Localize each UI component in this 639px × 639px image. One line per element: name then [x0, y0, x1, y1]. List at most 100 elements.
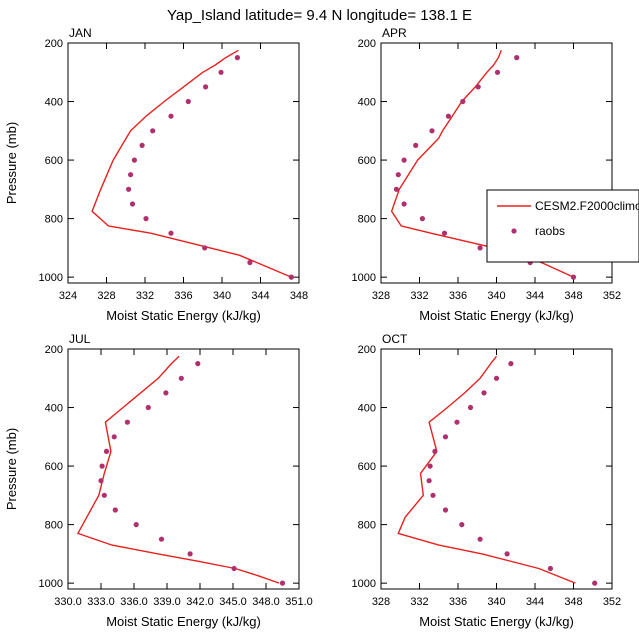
- oct-obs-point: [430, 492, 436, 498]
- jan-ytick-label: 400: [45, 97, 63, 109]
- jan-yaxis-title: Pressure (mb): [4, 122, 19, 204]
- oct-ytick-label: 800: [358, 520, 376, 532]
- oct-xtick-label: 328: [372, 596, 390, 608]
- oct-xtick-label: 344: [526, 596, 544, 608]
- jan-panel-label: JAN: [69, 26, 92, 40]
- legend-obs-swatch: [511, 228, 517, 234]
- oct-xtick-label: 340: [487, 596, 505, 608]
- apr-obs-point: [413, 142, 419, 148]
- jan-ytick-label: 800: [45, 214, 63, 226]
- apr-obs-point: [570, 274, 577, 280]
- jul-obs-point: [98, 478, 104, 484]
- jul-obs-point: [103, 448, 110, 454]
- jul-ytick-label: 600: [45, 461, 63, 473]
- jan-obs-point: [129, 201, 136, 207]
- apr-obs-point: [475, 84, 481, 90]
- apr-obs-point: [441, 230, 448, 236]
- jan-obs-point: [128, 172, 134, 178]
- jul-obs-point: [231, 565, 237, 572]
- jan-xtick-label: 336: [174, 290, 192, 302]
- jul-ytick-label: 800: [45, 520, 63, 532]
- jul-xtick-label: 351.0: [285, 596, 313, 608]
- jul-obs-point: [178, 375, 184, 381]
- jul-model-line: [77, 355, 280, 584]
- oct-xtick-label: 348: [564, 596, 582, 608]
- apr-obs-point: [460, 98, 466, 105]
- apr-obs-point: [445, 113, 451, 119]
- apr-ytick-label: 1000: [352, 272, 376, 284]
- jan-obs-point: [185, 98, 191, 105]
- oct-model-line: [397, 355, 576, 584]
- jan-xtick-label: 332: [136, 290, 154, 302]
- apr-panel-label: APR: [382, 26, 407, 40]
- oct-xtick-label: 352: [603, 596, 621, 608]
- jul-panel-label: JUL: [69, 332, 91, 346]
- jan-obs-point: [218, 69, 224, 75]
- jan-obs-point: [131, 157, 137, 163]
- jul-ytick-label: 400: [45, 403, 63, 415]
- oct-obs-point: [442, 434, 449, 440]
- apr-obs-point: [477, 245, 483, 251]
- jul-obs-point: [279, 580, 286, 586]
- jul-obs-point: [133, 522, 139, 528]
- jul-obs-point: [112, 507, 118, 513]
- jan-obs-point: [288, 274, 294, 280]
- oct-plot-frame: [380, 348, 613, 590]
- jul-obs-point: [163, 390, 169, 396]
- jul-xtick-label: 345.0: [219, 596, 247, 608]
- jan-ytick-label: 200: [45, 38, 63, 50]
- oct-obs-point: [547, 565, 554, 572]
- jan-obs-point: [247, 259, 253, 266]
- apr-obs-point: [401, 201, 407, 207]
- jul-xtick-label: 330.0: [54, 596, 82, 608]
- oct-obs-point: [427, 463, 433, 469]
- jul-xtick-label: 342.0: [186, 596, 214, 608]
- apr-xaxis-title: Moist Static Energy (kJ/kg): [419, 308, 574, 323]
- jul-obs-point: [158, 536, 165, 542]
- jan-xtick-label: 328: [97, 290, 115, 302]
- oct-ytick-label: 1000: [352, 578, 376, 590]
- jan-obs-point: [168, 113, 174, 119]
- oct-obs-point: [504, 551, 510, 557]
- oct-xtick-label: 336: [449, 596, 467, 608]
- apr-obs-point: [395, 172, 401, 178]
- jul-ytick-label: 200: [45, 344, 63, 356]
- legend-model-label: CESM2.F2000climo.: [535, 199, 639, 213]
- oct-obs-point: [426, 478, 432, 484]
- oct-obs-point: [442, 507, 449, 513]
- apr-obs-point: [393, 186, 399, 192]
- jul-obs-point: [101, 492, 107, 498]
- jan-obs-point: [203, 84, 209, 90]
- jan-plot-frame: [67, 42, 300, 284]
- jan-ytick-label: 600: [45, 155, 63, 167]
- oct-obs-point: [508, 361, 514, 367]
- apr-obs-point: [494, 69, 501, 75]
- jan-xaxis-title: Moist Static Energy (kJ/kg): [106, 308, 261, 323]
- jul-ytick-label: 1000: [39, 578, 63, 590]
- jul-xaxis-title: Moist Static Energy (kJ/kg): [106, 614, 261, 629]
- jul-obs-point: [99, 463, 105, 469]
- jan-obs-point: [234, 55, 240, 61]
- jan-xtick-label: 348: [290, 290, 308, 302]
- apr-obs-point: [419, 216, 425, 222]
- oct-obs-point: [459, 522, 465, 528]
- apr-obs-point: [429, 128, 435, 134]
- oct-ytick-label: 200: [358, 344, 376, 356]
- figure-title: Yap_Island latitude= 9.4 N longitude= 13…: [167, 7, 472, 24]
- apr-obs-point: [401, 157, 407, 163]
- apr-xtick-label: 332: [410, 290, 428, 302]
- oct-obs-point: [467, 404, 474, 411]
- jan-obs-point: [168, 230, 174, 236]
- jan-xtick-label: 344: [251, 290, 269, 302]
- jan-ytick-label: 1000: [39, 272, 63, 284]
- oct-ytick-label: 600: [358, 461, 376, 473]
- apr-obs-point: [514, 55, 520, 61]
- jul-xtick-label: 348.0: [252, 596, 280, 608]
- jul-obs-point: [195, 361, 201, 367]
- apr-ytick-label: 600: [358, 155, 376, 167]
- oct-xtick-label: 332: [410, 596, 428, 608]
- jan-obs-point: [143, 216, 149, 222]
- oct-xaxis-title: Moist Static Energy (kJ/kg): [419, 614, 574, 629]
- legend-obs-label: raobs: [535, 224, 565, 238]
